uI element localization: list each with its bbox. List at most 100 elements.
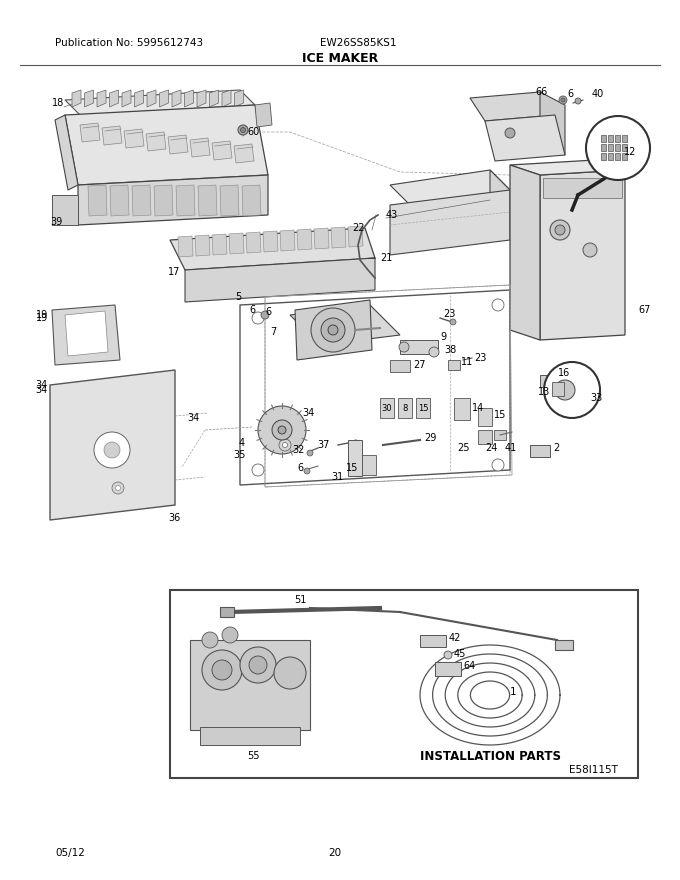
Text: 15: 15 — [494, 410, 507, 420]
Polygon shape — [124, 129, 144, 148]
Polygon shape — [295, 300, 372, 360]
Polygon shape — [110, 185, 129, 216]
Text: 12: 12 — [624, 147, 636, 157]
Bar — [220, 607, 234, 617]
Circle shape — [399, 342, 409, 352]
Text: 6: 6 — [567, 89, 573, 99]
Text: 15: 15 — [345, 463, 358, 473]
Bar — [608, 144, 613, 151]
Circle shape — [505, 128, 515, 138]
Polygon shape — [540, 170, 625, 340]
Text: 36: 36 — [168, 513, 180, 523]
Polygon shape — [146, 132, 166, 151]
Text: 22: 22 — [352, 223, 365, 233]
Text: 19: 19 — [36, 310, 48, 320]
Circle shape — [252, 464, 264, 476]
Polygon shape — [263, 231, 278, 252]
Text: 39: 39 — [51, 217, 63, 227]
Bar — [615, 135, 620, 142]
Circle shape — [550, 220, 570, 240]
Polygon shape — [109, 90, 118, 107]
Text: 64: 64 — [463, 661, 475, 671]
Bar — [543, 178, 622, 198]
Polygon shape — [297, 229, 312, 250]
Bar — [380, 398, 394, 418]
Bar — [622, 135, 627, 142]
Text: 45: 45 — [454, 649, 466, 659]
Polygon shape — [255, 103, 272, 127]
Polygon shape — [290, 305, 400, 345]
Polygon shape — [55, 115, 78, 190]
Polygon shape — [122, 90, 131, 107]
Text: INSTALLATION PARTS: INSTALLATION PARTS — [420, 750, 560, 762]
Bar — [615, 153, 620, 160]
Bar — [362, 455, 376, 475]
Text: 32: 32 — [292, 445, 305, 455]
Polygon shape — [190, 138, 210, 157]
Text: 25: 25 — [458, 443, 470, 453]
Text: 31: 31 — [332, 472, 344, 482]
Bar — [601, 144, 606, 151]
Circle shape — [212, 660, 232, 680]
Polygon shape — [209, 90, 218, 107]
Text: 34: 34 — [36, 380, 48, 390]
Polygon shape — [52, 305, 120, 365]
Text: 51: 51 — [294, 595, 306, 605]
Bar — [601, 153, 606, 160]
Text: 1: 1 — [510, 687, 517, 697]
Circle shape — [241, 128, 245, 133]
Text: 5: 5 — [235, 292, 241, 302]
Circle shape — [575, 98, 581, 104]
Text: 17: 17 — [168, 267, 180, 277]
Bar — [622, 144, 627, 151]
Bar — [540, 375, 556, 387]
Text: 15: 15 — [418, 404, 428, 413]
Text: 27: 27 — [413, 360, 426, 370]
Circle shape — [94, 432, 130, 468]
Text: 8: 8 — [403, 404, 408, 413]
Bar — [435, 662, 461, 676]
Text: 38: 38 — [444, 345, 456, 355]
Text: 35: 35 — [234, 450, 246, 460]
Text: 6: 6 — [249, 305, 255, 315]
Circle shape — [555, 225, 565, 235]
Polygon shape — [52, 195, 78, 225]
Circle shape — [328, 325, 338, 335]
Polygon shape — [220, 185, 239, 216]
Circle shape — [258, 406, 306, 454]
Circle shape — [559, 96, 567, 104]
Text: 11: 11 — [461, 357, 473, 367]
Text: 16: 16 — [558, 368, 571, 378]
Polygon shape — [510, 165, 540, 340]
Circle shape — [307, 450, 313, 456]
Polygon shape — [185, 258, 375, 302]
Polygon shape — [78, 175, 268, 225]
Circle shape — [561, 98, 565, 102]
Bar — [390, 360, 410, 372]
Polygon shape — [170, 228, 375, 270]
Bar — [530, 445, 550, 457]
Circle shape — [222, 627, 238, 643]
Circle shape — [429, 347, 439, 357]
Text: 34: 34 — [302, 408, 314, 418]
Bar — [622, 153, 627, 160]
Text: 23: 23 — [443, 309, 456, 319]
Bar — [416, 398, 430, 418]
Polygon shape — [235, 90, 243, 107]
Circle shape — [272, 420, 292, 440]
Text: 4: 4 — [239, 438, 245, 448]
Circle shape — [544, 362, 600, 418]
Polygon shape — [65, 311, 108, 356]
Circle shape — [555, 380, 575, 400]
Polygon shape — [168, 135, 188, 154]
Bar — [200, 727, 300, 745]
Text: 40: 40 — [592, 89, 605, 99]
Text: 20: 20 — [328, 848, 341, 858]
Polygon shape — [198, 185, 217, 216]
Text: 19: 19 — [36, 313, 48, 323]
Polygon shape — [65, 105, 268, 185]
Polygon shape — [485, 115, 565, 161]
Circle shape — [252, 312, 264, 324]
Text: 66: 66 — [536, 87, 548, 97]
Polygon shape — [390, 170, 510, 205]
